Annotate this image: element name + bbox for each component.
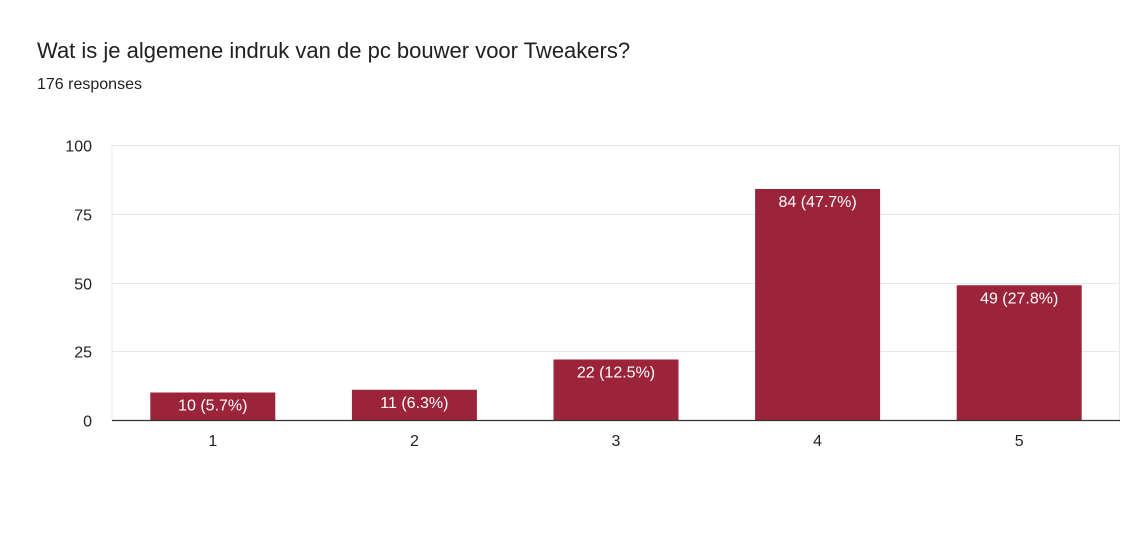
bar-1[interactable] [150,392,276,421]
x-axis-ticks: 1 2 3 4 5 [208,433,1023,450]
y-tick-label: 75 [74,208,92,225]
data-label: 22 (12.5%) [577,365,655,382]
y-tick-label: 100 [65,139,92,156]
x-tick-label: 2 [410,433,419,450]
response-count: 176 responses [37,76,142,93]
bar-3[interactable] [553,359,679,421]
data-labels: 10 (5.7%) 11 (6.3%) 22 (12.5%) 84 (47.7%) 49… [178,194,1058,415]
chart-title: Wat is je algemene indruk van de pc bouw… [37,38,631,63]
data-label: 10 (5.7%) [178,398,247,415]
y-axis-ticks: 0 25 50 75 100 [65,139,92,431]
x-tick-label: 5 [1015,433,1024,450]
data-label: 84 (47.7%) [778,194,856,211]
x-tick-label: 3 [612,433,621,450]
data-label: 49 (27.8%) [980,290,1058,307]
x-tick-label: 4 [813,433,822,450]
y-tick-label: 0 [83,414,92,431]
data-label: 11 (6.3%) [380,395,448,412]
y-tick-label: 25 [74,345,92,362]
bar-4[interactable] [755,189,881,420]
bars [150,189,1082,421]
x-tick-label: 1 [208,433,217,450]
y-tick-label: 50 [74,277,92,294]
gridlines [111,145,1120,420]
bar-5[interactable] [956,285,1082,420]
bar-2[interactable] [351,389,477,420]
